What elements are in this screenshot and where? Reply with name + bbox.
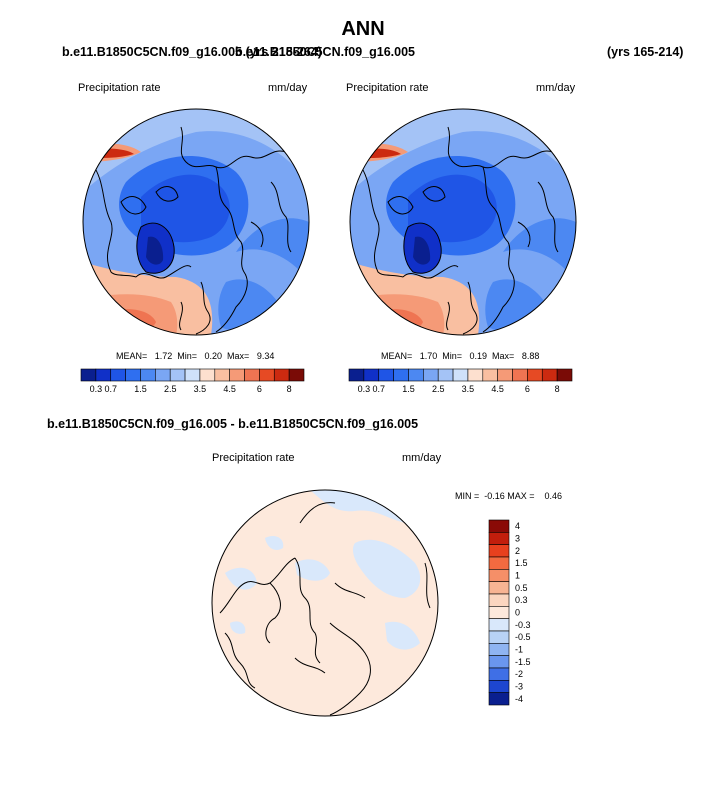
panel1-colorbar-swatch	[229, 368, 245, 382]
panel2-colorbar-tick-label: 8	[555, 384, 560, 394]
panel3-colorbar-swatch	[488, 519, 510, 533]
panel3-colorbar-swatch	[488, 655, 510, 669]
panel1-colorbar-swatch	[259, 368, 275, 382]
panel2-colorbar-tick-label: 6	[525, 384, 530, 394]
panel3-colorbar-tick-label: -1.5	[515, 657, 531, 667]
panel1-colorbar-swatch	[184, 368, 201, 382]
panel2-colorbar-swatch	[348, 368, 365, 382]
panel3-colorbar-tick-label: 2	[515, 546, 520, 556]
panel2-colorbar-swatch	[393, 368, 409, 382]
panel1-stats: MEAN= 1.72 Min= 0.20 Max= 9.34	[116, 351, 275, 361]
panel2-colorbar-tick-label: 4.5	[491, 384, 504, 394]
panel3-colorbar-tick-label: -1	[515, 645, 523, 655]
panel2-colorbar-swatch	[378, 368, 394, 382]
panel2-colorbar-swatch	[527, 368, 543, 382]
panel3-map	[211, 489, 439, 717]
panel2-colorbar-swatch	[541, 368, 558, 382]
panel3-stats: MIN = -0.16 MAX = 0.46	[455, 491, 563, 501]
panel1-colorbar-tick-label: 4.5	[223, 384, 236, 394]
panel3-colorbar-tick-label: -0.3	[515, 620, 531, 630]
panel3-colorbar-swatch	[488, 630, 510, 644]
panel1-colorbar-swatch	[95, 368, 112, 382]
panel2-colorbar-tick-label: 2.5	[432, 384, 445, 394]
panel1-colorbar-swatch	[169, 368, 186, 382]
panel3-colorbar-swatch	[488, 618, 510, 632]
panel3-colorbar-swatch	[488, 569, 510, 582]
panel1-colorbar-swatch	[214, 368, 230, 382]
panel3-colorbar-tick-label: -0.5	[515, 632, 531, 642]
panel2-colorbar-swatch	[556, 368, 573, 382]
case-title-left: b.e11.B1850C5CN.f09_g16.005 (yrs 215-264…	[62, 45, 322, 59]
panel1-colorbar-tick-label: 1.5	[134, 384, 147, 394]
panel1-colorbar-swatch	[199, 368, 216, 382]
panel3-colorbar-tick-label: -3	[515, 682, 523, 692]
panel2-colorbar-swatch	[497, 368, 513, 382]
panel1-colorbar-swatch	[155, 368, 171, 382]
panel3-colorbar-swatch	[488, 643, 510, 656]
panel3-colorbar-swatch	[488, 556, 510, 570]
panel1-colorbar-swatch	[110, 368, 126, 382]
panel3-colorbar-tick-label: -2	[515, 669, 523, 679]
panel2-variable: Precipitation rate	[346, 82, 429, 94]
panel1-colorbar-tick-label: 3.5	[194, 384, 207, 394]
panel1-colorbar-tick-label: 2.5	[164, 384, 177, 394]
panel2-colorbar-tick-label: 0.7	[372, 384, 385, 394]
panel1-colorbar-swatch	[140, 368, 156, 382]
panel2-units: mm/day	[536, 82, 576, 94]
panel3-colorbar-tick-label: 0	[515, 608, 520, 618]
panel1-colorbar-swatch	[125, 368, 141, 382]
panel2-colorbar: 0.3 0.7 1.5 2.5 3.5 4.5 6 8	[348, 368, 573, 394]
panel1-variable: Precipitation rate	[78, 82, 161, 94]
panel3-colorbar-swatch	[488, 581, 510, 595]
panel2-colorbar-swatch	[423, 368, 439, 382]
panel1-map	[82, 108, 310, 336]
panel2-colorbar-swatch	[408, 368, 424, 382]
panel2-colorbar-tick-label: 1.5	[402, 384, 415, 394]
panel1-colorbar-tick-label: 0.3	[90, 384, 103, 394]
panel3-colorbar-tick-label: -4	[515, 694, 523, 704]
panel2-colorbar-swatch	[467, 368, 484, 382]
panel2-colorbar-swatch	[512, 368, 528, 382]
panel1-units: mm/day	[268, 82, 308, 94]
panel1-colorbar-swatch	[273, 368, 290, 382]
panel3-colorbar-tick-label: 1	[515, 571, 520, 581]
panel2-colorbar-tick-label: 0.3	[358, 384, 371, 394]
panel3-colorbar-swatch	[488, 532, 510, 545]
panel2-colorbar-swatch	[437, 368, 454, 382]
panel1-colorbar-swatch	[288, 368, 305, 382]
panel3-colorbar-tick-label: 3	[515, 534, 520, 544]
case-title-mid: b.e11.B1850C5CN.f09_g16.005	[235, 45, 415, 59]
panel2-colorbar-tick-label: 3.5	[462, 384, 475, 394]
panel1-colorbar: 0.3 0.7 1.5 2.5 3.5 4.5 6 8	[80, 368, 305, 394]
panel1-colorbar-swatch	[244, 368, 260, 382]
panel3-colorbar-swatch	[488, 593, 510, 607]
panel3-colorbar-tick-label: 4	[515, 521, 520, 531]
panel2-colorbar-swatch	[363, 368, 380, 382]
panel3-colorbar-swatch	[488, 667, 510, 681]
panel3-colorbar-tick-label: 1.5	[515, 558, 528, 568]
panel2-stats: MEAN= 1.70 Min= 0.19 Max= 8.88	[381, 351, 540, 361]
panel3-units: mm/day	[402, 452, 442, 464]
panel3-variable: Precipitation rate	[212, 452, 295, 464]
panel3-colorbar: 4 3 2 1.5 1 0.5 0.3 0 -0.3 -0.5 -1 -1.5 -2 -3 -4	[488, 519, 531, 706]
panel3-colorbar-swatch	[488, 544, 510, 558]
panel2-colorbar-swatch	[452, 368, 469, 382]
panel3-colorbar-tick-label: 0.5	[515, 583, 528, 593]
panel3-colorbar-swatch	[488, 680, 510, 693]
panel3-colorbar-swatch	[488, 692, 510, 706]
panel3-colorbar-tick-label: 0.3	[515, 595, 528, 605]
panel2-colorbar-swatch	[482, 368, 498, 382]
panel1-colorbar-tick-label: 0.7	[104, 384, 117, 394]
case-title-right: (yrs 165-214)	[607, 45, 684, 59]
panel3-colorbar-swatch	[488, 606, 510, 619]
panel2-map	[349, 108, 577, 336]
panel1-colorbar-tick-label: 8	[287, 384, 292, 394]
panel1-colorbar-swatch	[80, 368, 97, 382]
diff-title: b.e11.B1850C5CN.f09_g16.005 - b.e11.B185…	[47, 417, 419, 431]
page-title: ANN	[341, 18, 385, 40]
panel1-colorbar-tick-label: 6	[257, 384, 262, 394]
